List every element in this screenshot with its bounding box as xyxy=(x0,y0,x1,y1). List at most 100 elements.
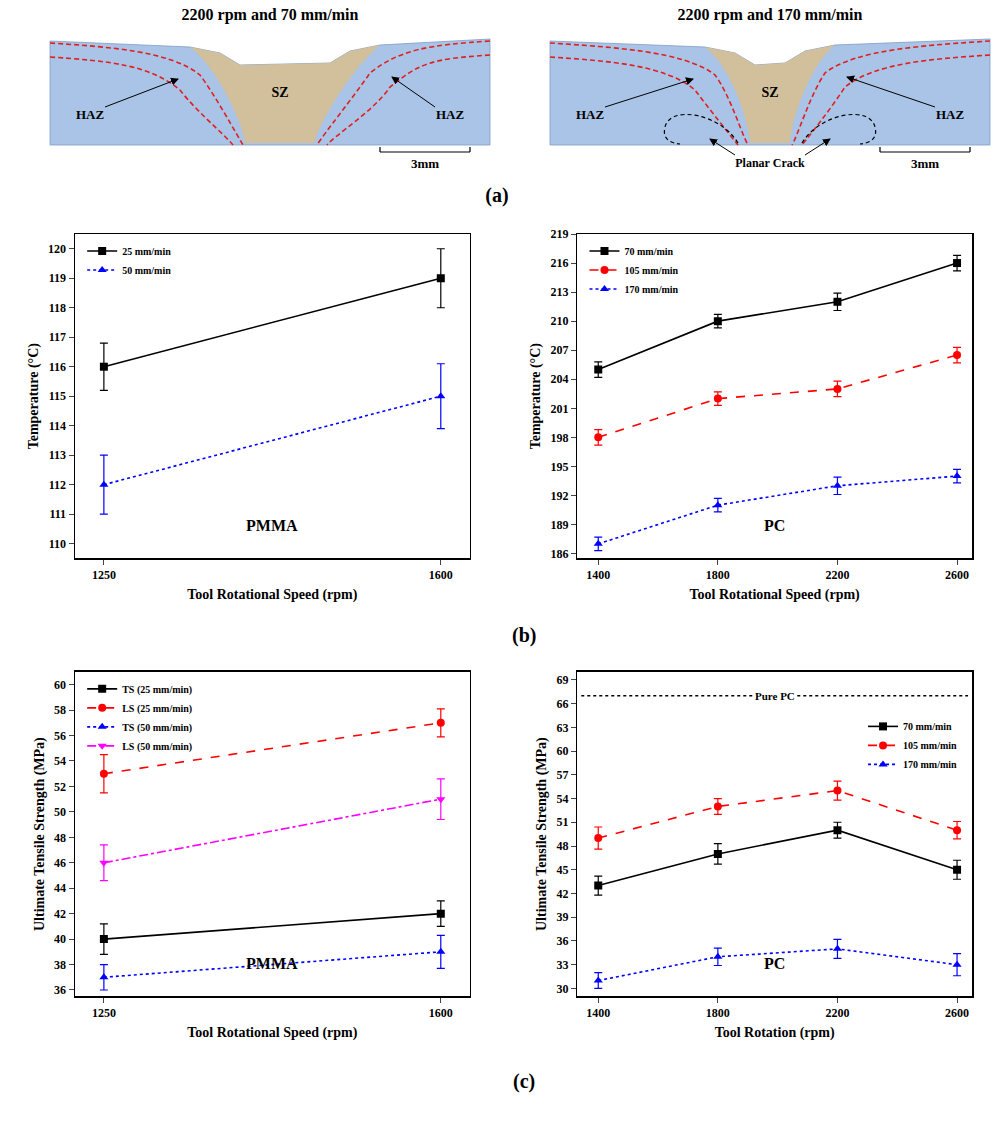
svg-text:39: 39 xyxy=(556,910,568,924)
svg-text:TS (50 mm/min): TS (50 mm/min) xyxy=(122,722,192,734)
svg-text:Temperature (°C): Temperature (°C) xyxy=(26,343,42,450)
svg-text:HAZ: HAZ xyxy=(576,107,605,122)
svg-text:69: 69 xyxy=(556,673,568,687)
svg-text:Ultimate Tensile Strength (MPa: Ultimate Tensile Strength (MPa) xyxy=(32,737,48,931)
svg-text:(c): (c) xyxy=(513,1070,535,1093)
svg-text:Tool Rotation (rpm): Tool Rotation (rpm) xyxy=(715,1025,835,1041)
svg-text:170 mm/min: 170 mm/min xyxy=(624,284,678,295)
svg-text:117: 117 xyxy=(49,330,66,344)
svg-text:189: 189 xyxy=(550,518,568,532)
svg-text:Pure PC: Pure PC xyxy=(755,690,795,702)
svg-text:HAZ: HAZ xyxy=(436,107,465,122)
svg-text:219: 219 xyxy=(550,227,568,241)
svg-text:Tool Rotational Speed (rpm): Tool Rotational Speed (rpm) xyxy=(690,587,861,603)
svg-text:30: 30 xyxy=(556,982,568,996)
svg-text:(b): (b) xyxy=(512,624,536,647)
svg-text:SZ: SZ xyxy=(271,85,288,100)
svg-text:3mm: 3mm xyxy=(911,156,939,171)
svg-text:195: 195 xyxy=(550,460,568,474)
svg-text:LS (25 mm/min): LS (25 mm/min) xyxy=(122,703,192,715)
svg-text:42: 42 xyxy=(54,907,66,921)
svg-text:51: 51 xyxy=(556,815,568,829)
svg-text:2200: 2200 xyxy=(825,568,849,582)
svg-text:201: 201 xyxy=(550,402,568,416)
svg-text:44: 44 xyxy=(54,881,66,895)
svg-text:TS (25 mm/min): TS (25 mm/min) xyxy=(122,684,192,696)
svg-text:110: 110 xyxy=(49,537,66,551)
svg-text:2600: 2600 xyxy=(945,568,969,582)
svg-text:42: 42 xyxy=(556,887,568,901)
svg-text:Tool Rotational Speed (rpm): Tool Rotational Speed (rpm) xyxy=(187,587,358,603)
svg-text:1800: 1800 xyxy=(706,568,730,582)
svg-text:112: 112 xyxy=(49,478,66,492)
svg-text:119: 119 xyxy=(49,271,66,285)
svg-text:25 mm/min: 25 mm/min xyxy=(122,246,171,257)
svg-text:1600: 1600 xyxy=(429,568,453,582)
svg-text:1400: 1400 xyxy=(586,1006,610,1020)
svg-text:Ultimate Tensile Strength (MPa: Ultimate Tensile Strength (MPa) xyxy=(534,737,550,931)
svg-text:Planar Crack: Planar Crack xyxy=(735,156,805,170)
svg-text:70 mm/min: 70 mm/min xyxy=(903,721,952,732)
svg-text:Tool Rotational Speed (rpm): Tool Rotational Speed (rpm) xyxy=(187,1025,358,1041)
svg-text:115: 115 xyxy=(49,389,66,403)
svg-text:38: 38 xyxy=(54,958,66,972)
svg-text:50: 50 xyxy=(54,805,66,819)
svg-text:54: 54 xyxy=(556,792,568,806)
svg-text:HAZ: HAZ xyxy=(936,107,965,122)
svg-text:56: 56 xyxy=(54,729,66,743)
svg-text:3mm: 3mm xyxy=(411,156,439,171)
svg-text:120: 120 xyxy=(48,242,66,256)
svg-text:PC: PC xyxy=(764,517,785,534)
svg-text:210: 210 xyxy=(550,314,568,328)
svg-text:216: 216 xyxy=(550,256,568,270)
svg-text:2600: 2600 xyxy=(945,1006,969,1020)
svg-text:36: 36 xyxy=(54,983,66,997)
svg-text:1400: 1400 xyxy=(586,568,610,582)
svg-text:111: 111 xyxy=(49,507,66,521)
svg-text:198: 198 xyxy=(550,431,568,445)
svg-text:HAZ: HAZ xyxy=(76,107,105,122)
svg-text:LS (50 mm/min): LS (50 mm/min) xyxy=(122,741,192,753)
svg-text:52: 52 xyxy=(54,780,66,794)
svg-text:PMMA: PMMA xyxy=(246,517,298,534)
svg-text:33: 33 xyxy=(556,958,568,972)
svg-text:57: 57 xyxy=(556,768,568,782)
svg-text:PMMA: PMMA xyxy=(246,955,298,972)
svg-text:48: 48 xyxy=(54,831,66,845)
svg-text:PC: PC xyxy=(764,955,785,972)
svg-text:2200 rpm and 70 mm/min: 2200 rpm and 70 mm/min xyxy=(182,6,359,24)
svg-text:207: 207 xyxy=(550,343,568,357)
svg-text:113: 113 xyxy=(49,448,66,462)
svg-text:213: 213 xyxy=(550,285,568,299)
svg-text:48: 48 xyxy=(556,839,568,853)
svg-text:105 mm/min: 105 mm/min xyxy=(903,740,957,751)
svg-text:1600: 1600 xyxy=(429,1006,453,1020)
svg-text:186: 186 xyxy=(550,547,568,561)
svg-text:58: 58 xyxy=(54,703,66,717)
svg-text:54: 54 xyxy=(54,754,66,768)
svg-text:Temperature (°C): Temperature (°C) xyxy=(528,343,544,450)
svg-text:170 mm/min: 170 mm/min xyxy=(903,759,957,770)
svg-text:1250: 1250 xyxy=(92,1006,116,1020)
svg-text:60: 60 xyxy=(54,678,66,692)
svg-text:192: 192 xyxy=(550,489,568,503)
svg-text:(a): (a) xyxy=(485,184,508,207)
svg-text:1800: 1800 xyxy=(706,1006,730,1020)
svg-text:114: 114 xyxy=(49,419,66,433)
svg-text:1250: 1250 xyxy=(92,568,116,582)
svg-text:70 mm/min: 70 mm/min xyxy=(624,246,673,257)
svg-text:204: 204 xyxy=(550,372,568,386)
svg-text:60: 60 xyxy=(556,744,568,758)
svg-text:63: 63 xyxy=(556,721,568,735)
svg-text:105 mm/min: 105 mm/min xyxy=(624,265,678,276)
svg-text:40: 40 xyxy=(54,932,66,946)
svg-text:66: 66 xyxy=(556,697,568,711)
svg-text:2200 rpm and 170 mm/min: 2200 rpm and 170 mm/min xyxy=(678,6,863,24)
svg-text:45: 45 xyxy=(556,863,568,877)
svg-text:46: 46 xyxy=(54,856,66,870)
svg-text:2200: 2200 xyxy=(825,1006,849,1020)
svg-text:36: 36 xyxy=(556,934,568,948)
svg-text:50 mm/min: 50 mm/min xyxy=(122,265,171,276)
svg-text:118: 118 xyxy=(49,301,66,315)
svg-text:116: 116 xyxy=(49,360,66,374)
